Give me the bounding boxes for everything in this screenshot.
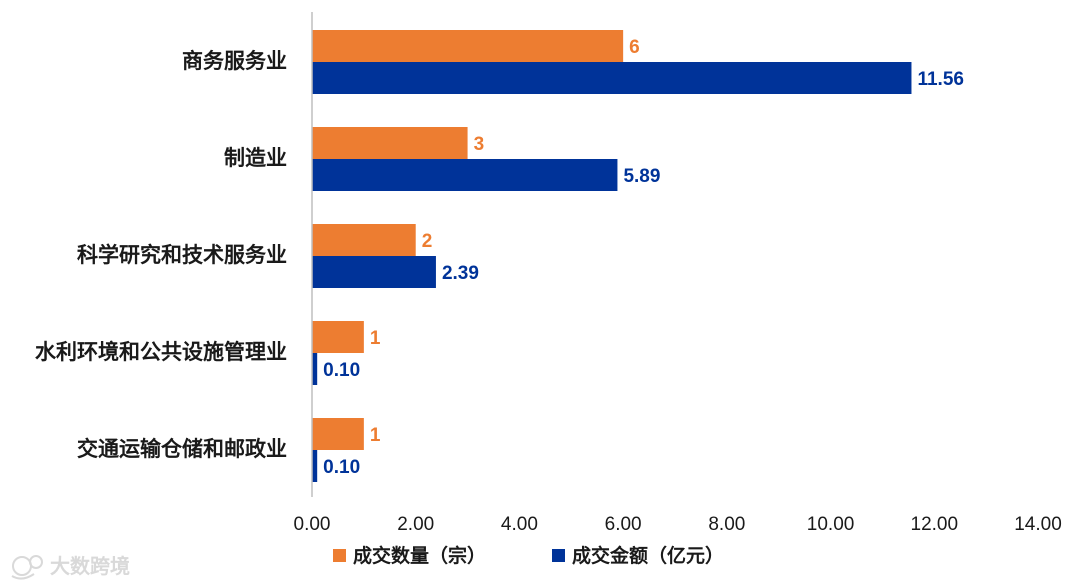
category-label: 水利环境和公共设施管理业	[35, 340, 287, 364]
bars-group	[312, 30, 912, 482]
bar-amount	[312, 256, 436, 288]
x-tick-label: 4.00	[501, 514, 538, 535]
bar-count	[312, 224, 416, 256]
legend-label-amount: 成交金额（亿元）	[572, 544, 724, 567]
bar-amount	[312, 159, 618, 191]
legend-label-count: 成交数量（宗）	[353, 544, 486, 567]
data-label-amount: 5.89	[623, 166, 660, 187]
x-tick-label: 8.00	[708, 514, 745, 535]
legend-swatch-count	[333, 549, 346, 562]
x-tick-label: 12.00	[911, 514, 959, 535]
watermark: 大数跨境	[11, 554, 130, 580]
category-label: 科学研究和技术服务业	[77, 243, 287, 267]
watermark-text: 大数跨境	[50, 554, 130, 578]
bar-amount	[312, 450, 318, 482]
brand-logo-icon	[11, 555, 43, 580]
category-label: 交通运输仓储和邮政业	[77, 437, 287, 461]
x-tick-label: 2.00	[397, 514, 434, 535]
bar-count	[312, 418, 364, 450]
x-tick-label: 10.00	[807, 514, 855, 535]
category-label: 制造业	[224, 146, 287, 170]
data-label-count: 6	[629, 37, 640, 58]
x-tick-label: 6.00	[605, 514, 642, 535]
category-label: 商务服务业	[182, 49, 287, 73]
data-label-amount: 2.39	[442, 263, 479, 284]
x-axis-ticks: 0.00 2.00 4.00 6.00 8.00 10.00 12.00 14.00	[294, 514, 1062, 535]
data-label-count: 1	[370, 425, 381, 446]
data-label-amount: 0.10	[323, 457, 360, 478]
data-labels: 6 11.56 3 5.89 2 2.39 1 0.10 1 0.10	[323, 37, 964, 478]
data-label-count: 1	[370, 328, 381, 349]
x-tick-label: 0.00	[294, 514, 331, 535]
legend: 成交数量（宗） 成交金额（亿元）	[333, 544, 724, 567]
bar-count	[312, 127, 468, 159]
data-label-count: 2	[422, 231, 433, 252]
data-label-amount: 0.10	[323, 360, 360, 381]
x-tick-label: 14.00	[1014, 514, 1062, 535]
data-label-amount: 11.56	[917, 69, 964, 90]
bar-amount	[312, 353, 318, 385]
legend-swatch-amount	[552, 549, 565, 562]
bar-amount	[312, 62, 912, 94]
data-label-count: 3	[474, 134, 485, 155]
bar-count	[312, 30, 624, 62]
bar-count	[312, 321, 364, 353]
